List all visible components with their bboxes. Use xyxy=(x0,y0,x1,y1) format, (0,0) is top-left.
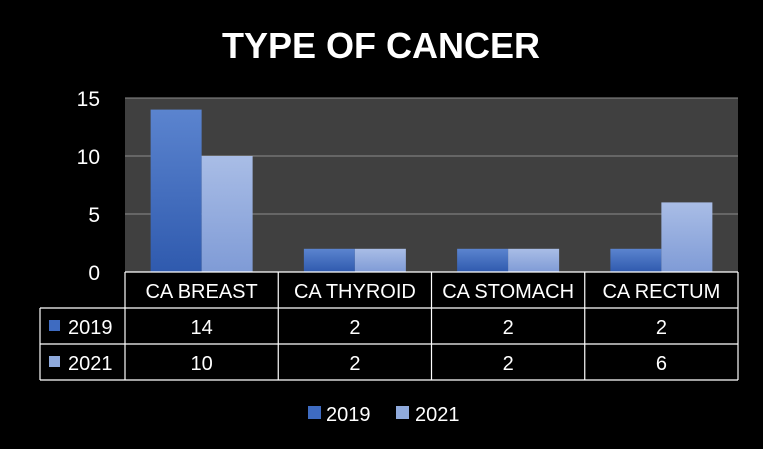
table-cell-value: 2 xyxy=(349,353,360,375)
legend-swatch xyxy=(308,406,321,419)
bar-2019-2 xyxy=(303,248,355,272)
data-table: CA BREAST CA THYROID CA STOMACH CA RECTUM 20… xyxy=(39,271,739,381)
table-cell-value: 2 xyxy=(349,317,360,339)
table-cell-value: 2 xyxy=(656,317,667,339)
legend-label: 2021 xyxy=(415,404,460,426)
bar-2021-4 xyxy=(661,202,713,272)
bars xyxy=(150,109,713,272)
table-cell-value: 6 xyxy=(656,353,667,375)
table-series-name: 2021 xyxy=(68,353,113,375)
table-series-swatch xyxy=(49,356,60,367)
y-tick-label: 15 xyxy=(77,88,100,111)
table-cell-value: 2 xyxy=(503,353,514,375)
bar-2021-3 xyxy=(508,248,560,272)
table-series-name: 2019 xyxy=(68,317,113,339)
table-series-swatch xyxy=(49,320,60,331)
legend-label: 2019 xyxy=(326,404,371,426)
y-tick-label: 0 xyxy=(88,262,100,285)
table-cell-value: 14 xyxy=(191,317,213,339)
category-label: CA STOMACH xyxy=(442,281,574,303)
bar-2021-2 xyxy=(354,248,406,272)
category-label: CA RECTUM xyxy=(602,281,720,303)
bar-2021-1 xyxy=(201,156,253,272)
y-axis: 0 5 10 15 xyxy=(77,88,100,285)
chart-title: TYPE OF CANCER xyxy=(222,25,540,66)
bar-2019-3 xyxy=(457,248,509,272)
category-label: CA BREAST xyxy=(145,281,257,303)
table-cell-value: 10 xyxy=(191,353,213,375)
bar-2019-1 xyxy=(150,109,202,272)
y-tick-label: 5 xyxy=(88,204,100,227)
legend-swatch xyxy=(396,406,409,419)
category-label: CA THYROID xyxy=(294,281,416,303)
legend: 2019 2021 xyxy=(308,404,460,426)
y-tick-label: 10 xyxy=(77,146,100,169)
bar-2019-4 xyxy=(610,248,662,272)
table-cell-value: 2 xyxy=(503,317,514,339)
